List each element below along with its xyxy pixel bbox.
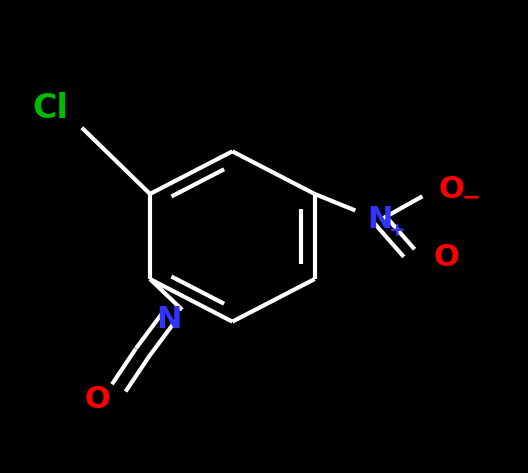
- Text: O: O: [84, 385, 111, 414]
- Text: −: −: [461, 188, 480, 208]
- Text: +: +: [389, 221, 406, 240]
- Text: Cl: Cl: [32, 92, 68, 125]
- Text: O: O: [438, 175, 465, 204]
- Text: N: N: [367, 205, 393, 235]
- Text: N: N: [156, 305, 182, 334]
- Text: O: O: [433, 243, 459, 272]
